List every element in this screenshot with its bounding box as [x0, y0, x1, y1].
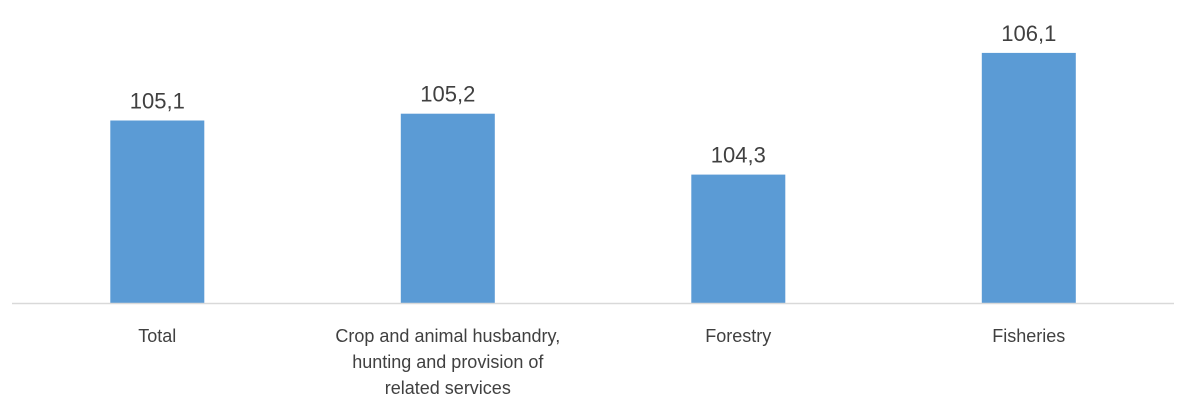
data-label-3: 106,1: [1001, 21, 1056, 46]
bar-3: [981, 52, 1076, 304]
category-label-2: Forestry: [705, 326, 771, 346]
category-label-0: Total: [138, 326, 176, 346]
category-label-3-line-0: Fisheries: [992, 326, 1065, 346]
category-label-1-line-1: hunting and provision of: [352, 352, 544, 372]
category-label-2-line-0: Forestry: [705, 326, 771, 346]
data-label-2: 104,3: [711, 143, 766, 168]
data-labels-group: 105,1 105,2 104,3 106,1: [130, 21, 1057, 168]
data-label-1: 105,2: [420, 82, 475, 107]
category-labels-group: Total Crop and animal husbandry, hunting a…: [138, 326, 1065, 398]
data-label-0: 105,1: [130, 89, 185, 114]
category-label-1-line-0: Crop and animal husbandry,: [335, 326, 560, 346]
category-label-1-line-2: related services: [385, 378, 511, 398]
bar-2: [691, 174, 786, 303]
category-label-0-line-0: Total: [138, 326, 176, 346]
bar-0: [110, 120, 205, 303]
category-label-1: Crop and animal husbandry, hunting and pr…: [335, 326, 560, 398]
bars-group: [110, 52, 1076, 304]
bar-1: [400, 113, 495, 303]
category-label-3: Fisheries: [992, 326, 1065, 346]
